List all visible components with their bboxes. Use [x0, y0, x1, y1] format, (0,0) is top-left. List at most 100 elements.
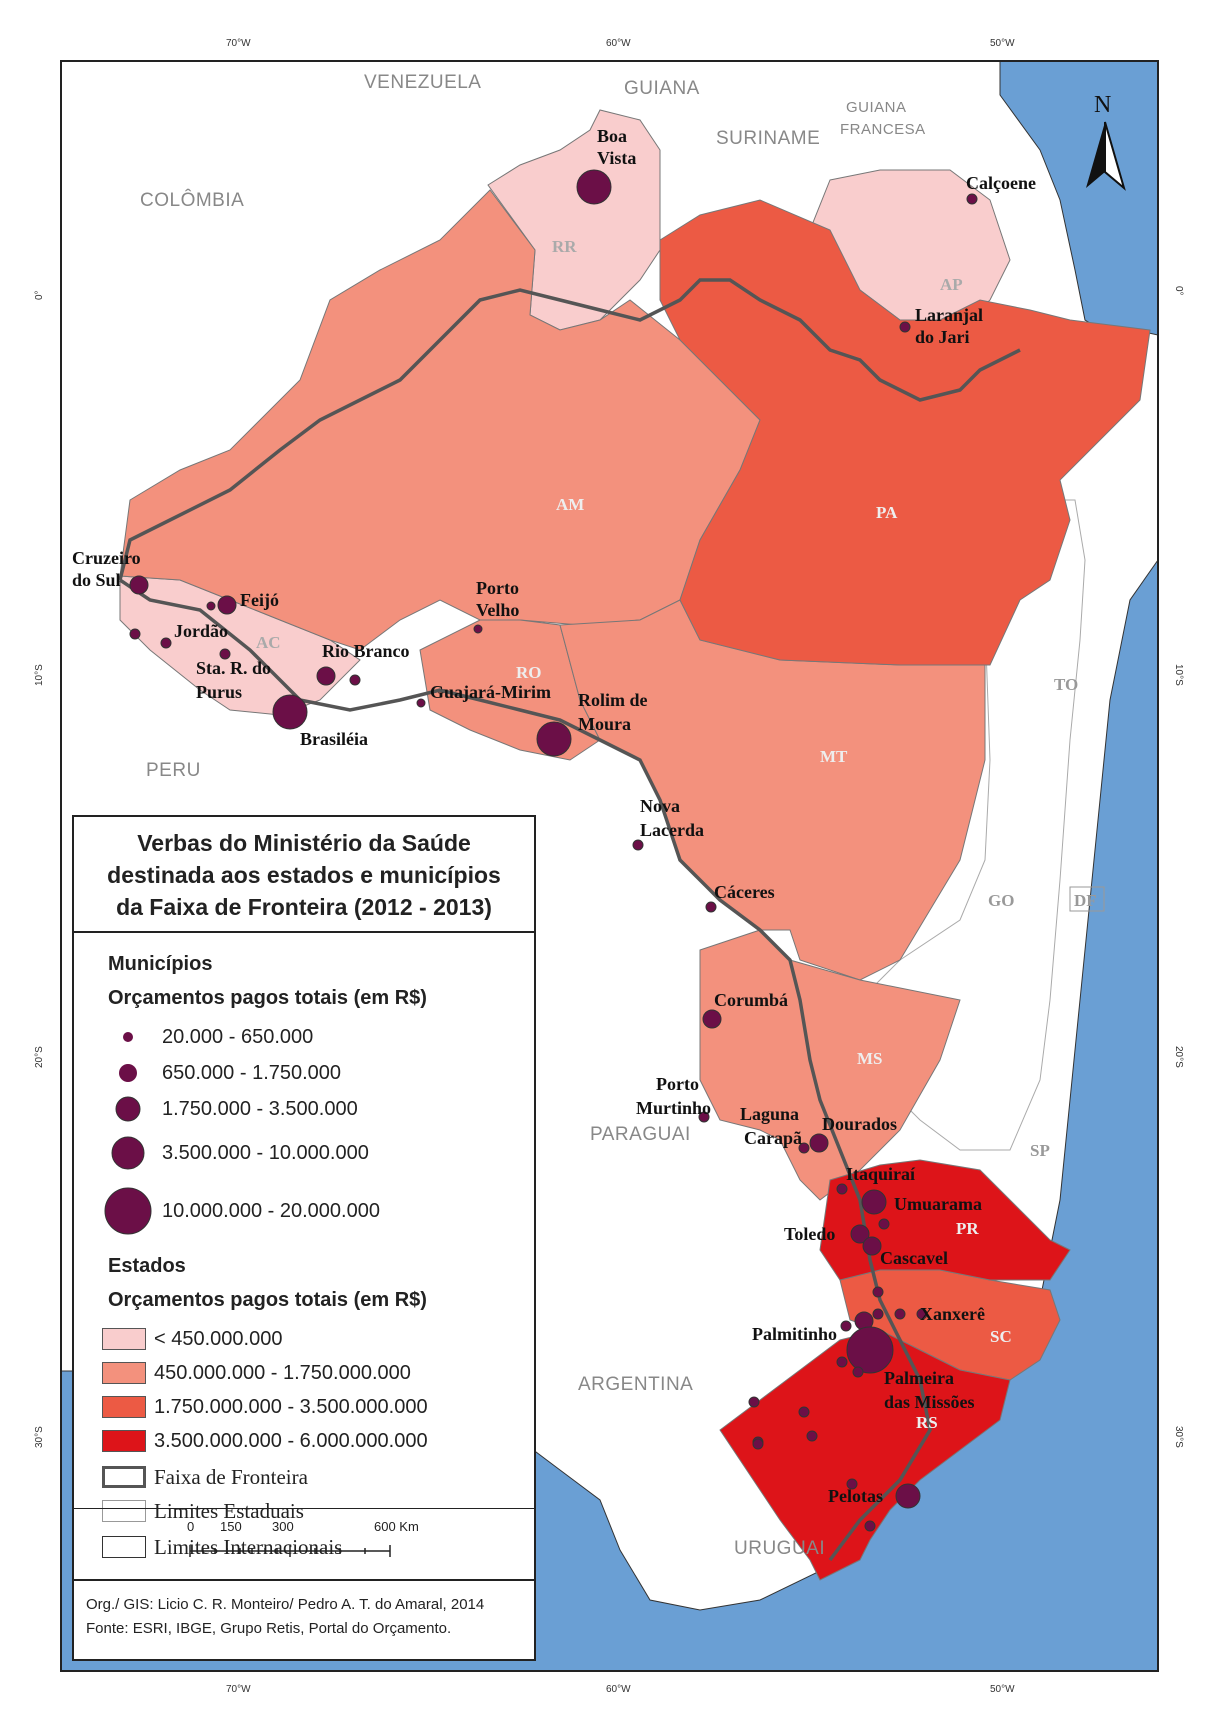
legend-title-line: da Faixa de Fronteira (2012 - 2013)	[116, 894, 492, 920]
grid-label-right: 30°S	[1173, 1426, 1184, 1448]
city-label: Pelotas	[828, 1486, 883, 1506]
legend-class-label: 20.000 - 650.000	[162, 1025, 314, 1048]
grid-label-left: 20°S	[34, 1046, 45, 1068]
state-label-sc: SC	[990, 1327, 1012, 1346]
cities-layer	[129, 169, 978, 1532]
city-marker	[798, 1142, 810, 1154]
grid-label-left: 10°S	[34, 664, 45, 686]
interior-states	[859, 499, 1086, 1151]
city-label: Laranjal	[915, 305, 983, 325]
legend-heading-estados: Estados	[108, 1255, 186, 1277]
swatch-icon	[102, 1430, 146, 1452]
legend-class-label: < 450.000.000	[154, 1327, 283, 1350]
legend-heading-municipios: Municípios	[108, 953, 213, 975]
legend-class-label: 450.000.000 - 1.750.000.000	[154, 1361, 411, 1384]
legend-class-label: 3.500.000 - 10.000.000	[162, 1141, 369, 1164]
city-label: Cáceres	[714, 882, 775, 902]
legend-title-line: Verbas do Ministério da Saúde	[137, 830, 471, 856]
city-marker	[872, 1286, 884, 1298]
credit-line: Fonte: ESRI, IBGE, Grupo Retis, Portal d…	[86, 1620, 452, 1637]
legend-line-item: Faixa de Fronteira	[102, 1459, 308, 1495]
country-label-argentina: ARGENTINA	[578, 1374, 693, 1395]
state-label-am: AM	[556, 495, 584, 514]
city-label: Rolim de	[578, 690, 648, 710]
legend-title: Verbas do Ministério da Saúde destinada …	[74, 817, 534, 933]
country-label-guiana-francesa-2: FRANCESA	[840, 121, 926, 138]
city-label: Murtinho	[636, 1098, 711, 1118]
scale-tick-label: 150	[220, 1519, 242, 1534]
state-label-to: TO	[1054, 675, 1078, 694]
city-label: Xanxerê	[920, 1304, 985, 1324]
marker-icon	[115, 1096, 141, 1122]
city-marker	[129, 628, 141, 640]
city-label: Dourados	[822, 1114, 897, 1134]
city-marker	[576, 169, 612, 205]
city-label: Porto	[656, 1074, 699, 1094]
country-label-uruguai: URUGUAI	[734, 1538, 825, 1559]
grid-label-top: 50°W	[990, 38, 1015, 49]
city-marker	[836, 1183, 848, 1195]
city-label: Calçoene	[966, 173, 1036, 193]
city-marker	[846, 1326, 894, 1374]
legend-sub-estados: Orçamentos pagos totais (em R$)	[108, 1289, 427, 1311]
city-label: Jordão	[174, 621, 228, 641]
legend-estado-class: < 450.000.000	[102, 1321, 282, 1357]
country-label-paraguai: PARAGUAI	[590, 1124, 691, 1145]
state-label-pr: PR	[956, 1219, 979, 1238]
state-label-ro: RO	[516, 663, 542, 682]
city-label: Porto	[476, 578, 519, 598]
city-label: Moura	[578, 714, 631, 734]
city-marker	[861, 1189, 887, 1215]
state-pr	[819, 1159, 1071, 1281]
city-marker	[894, 1308, 906, 1320]
legend-municipio-class: 10.000.000 - 20.000.000	[102, 1183, 380, 1239]
city-marker	[217, 595, 237, 615]
grid-label-top: 70°W	[226, 38, 251, 49]
grid-label-left: 0°	[34, 290, 45, 300]
city-label: Lacerda	[640, 820, 704, 840]
city-label: Sta. R. do	[196, 658, 271, 678]
city-marker	[878, 1218, 890, 1230]
legend-sub-municipios: Orçamentos pagos totais (em R$)	[108, 987, 427, 1009]
city-marker	[316, 666, 336, 686]
legend-estado-class: 3.500.000.000 - 6.000.000.000	[102, 1423, 428, 1459]
state-label-pa: PA	[876, 503, 898, 522]
state-label-rs: RS	[916, 1413, 938, 1432]
city-label: Velho	[476, 600, 519, 620]
state-label-rr: RR	[552, 237, 577, 256]
map-frame	[60, 60, 1159, 1672]
city-label: Feijó	[240, 590, 279, 610]
scale-tick-label: 300	[272, 1519, 294, 1534]
city-label: Cascavel	[880, 1248, 948, 1268]
city-marker	[272, 694, 308, 730]
state-label-mt: MT	[820, 747, 848, 766]
scale-ticks	[189, 1545, 391, 1557]
city-marker	[966, 193, 978, 205]
city-marker	[129, 575, 149, 595]
legend-municipio-class: 3.500.000 - 10.000.000	[102, 1131, 369, 1175]
df-box	[1069, 886, 1105, 912]
city-label: Laguna	[740, 1104, 799, 1124]
city-marker	[862, 1236, 882, 1256]
city-label: Purus	[196, 682, 242, 702]
grid-label-bottom: 50°W	[990, 1684, 1015, 1695]
scale-bar: 0 150 300 600 Km	[74, 1508, 534, 1579]
swatch-icon	[102, 1328, 146, 1350]
marker-icon	[123, 1032, 133, 1042]
city-marker	[846, 1478, 858, 1490]
legend-class-label: 10.000.000 - 20.000.000	[162, 1199, 380, 1222]
legend-line-item: Limites Estaduais	[102, 1493, 304, 1529]
legend-class-label: 650.000 - 1.750.000	[162, 1061, 342, 1084]
credits: Org./ GIS: Licio C. R. Monteiro/ Pedro A…	[74, 1579, 534, 1659]
city-label: Carapã	[744, 1128, 802, 1148]
border-strip-swatch-icon	[102, 1466, 146, 1488]
state-limit-swatch-icon	[102, 1500, 146, 1522]
legend: Verbas do Ministério da Saúde destinada …	[72, 815, 536, 1661]
state-label-df: DF	[1074, 891, 1097, 910]
states-layer	[119, 109, 1151, 1581]
border-strip-outline	[118, 278, 1021, 1562]
grid-label-right: 10°S	[1173, 664, 1184, 686]
city-marker	[809, 1133, 829, 1153]
city-label: Corumbá	[714, 990, 788, 1010]
